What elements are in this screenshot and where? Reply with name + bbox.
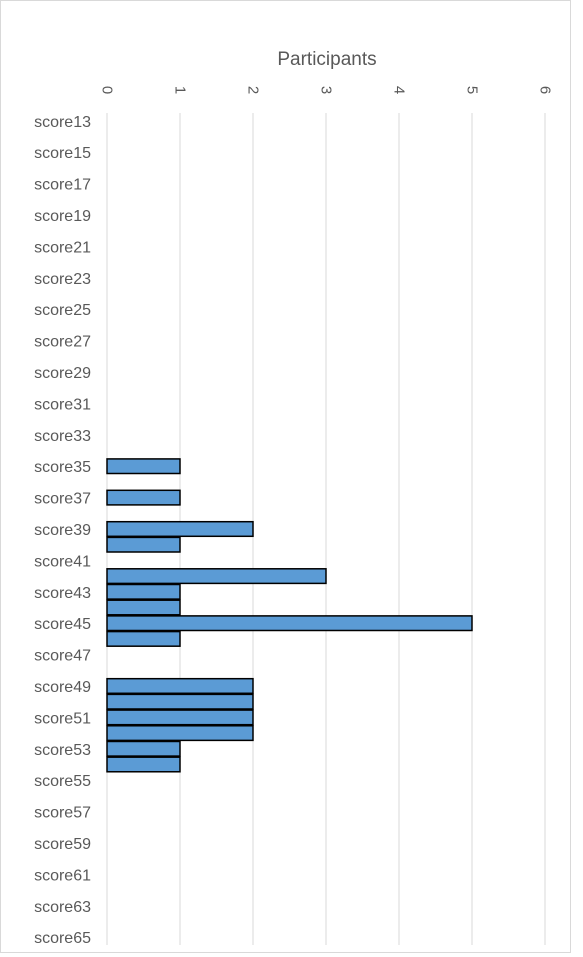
bar-score44 bbox=[106, 599, 181, 616]
bar-score53 bbox=[106, 740, 181, 757]
bar-score45 bbox=[106, 615, 473, 632]
bar-score49 bbox=[106, 677, 254, 695]
y-tick-label: score31 bbox=[34, 396, 91, 413]
y-tick-label: score15 bbox=[34, 145, 91, 162]
y-tick-label: score57 bbox=[34, 805, 91, 822]
y-tick-label: score47 bbox=[34, 648, 91, 665]
y-tick-label: score43 bbox=[34, 585, 91, 602]
y-tick-label: score65 bbox=[34, 930, 91, 947]
y-tick-label: score13 bbox=[34, 114, 91, 131]
bar-score43 bbox=[106, 583, 181, 600]
bar-score51 bbox=[106, 709, 254, 726]
x-axis-title: Participants bbox=[277, 49, 376, 70]
y-axis-ticks: score13 score15 score17 score19 score21 score… bbox=[34, 114, 91, 947]
bar-score42 bbox=[106, 568, 327, 585]
y-tick-label: score19 bbox=[34, 208, 91, 225]
y-tick-label: score55 bbox=[34, 773, 91, 790]
y-tick-label: score49 bbox=[34, 679, 91, 696]
x-tick-label: 5 bbox=[464, 86, 481, 94]
y-tick-label: score21 bbox=[34, 239, 91, 256]
y-tick-label: score23 bbox=[34, 271, 91, 288]
y-tick-label: score35 bbox=[34, 459, 91, 476]
y-tick-label: score51 bbox=[34, 710, 91, 727]
y-tick-label: score45 bbox=[34, 616, 91, 633]
x-axis-ticks: 0 1 2 3 4 5 6 bbox=[99, 86, 554, 94]
bar-score54 bbox=[106, 756, 181, 773]
x-tick-label: 2 bbox=[245, 86, 262, 94]
y-tick-label: score27 bbox=[34, 334, 91, 351]
y-tick-label: score41 bbox=[34, 553, 91, 570]
bar-score46 bbox=[106, 630, 181, 647]
y-tick-label: score59 bbox=[34, 836, 91, 853]
y-tick-label: score17 bbox=[34, 177, 91, 194]
bar-score52 bbox=[106, 725, 254, 742]
y-tick-label: score33 bbox=[34, 428, 91, 445]
x-tick-label: 3 bbox=[318, 86, 335, 94]
bar-score37 bbox=[106, 489, 181, 506]
y-tick-label: score37 bbox=[34, 491, 91, 508]
x-tick-label: 6 bbox=[537, 86, 554, 94]
y-tick-label: score25 bbox=[34, 302, 91, 319]
bars bbox=[106, 458, 473, 773]
y-tick-label: score53 bbox=[34, 742, 91, 759]
y-tick-label: score61 bbox=[34, 867, 91, 884]
x-tick-label: 1 bbox=[172, 86, 189, 94]
y-tick-label: score39 bbox=[34, 522, 91, 539]
x-tick-label: 0 bbox=[99, 86, 116, 94]
y-tick-label: score29 bbox=[34, 365, 91, 382]
bar-score50 bbox=[106, 693, 254, 710]
bar-score40 bbox=[106, 536, 181, 553]
x-tick-label: 4 bbox=[391, 86, 408, 94]
bar-score39 bbox=[106, 520, 254, 538]
bar-score35 bbox=[106, 458, 181, 475]
y-tick-label: score63 bbox=[34, 899, 91, 916]
